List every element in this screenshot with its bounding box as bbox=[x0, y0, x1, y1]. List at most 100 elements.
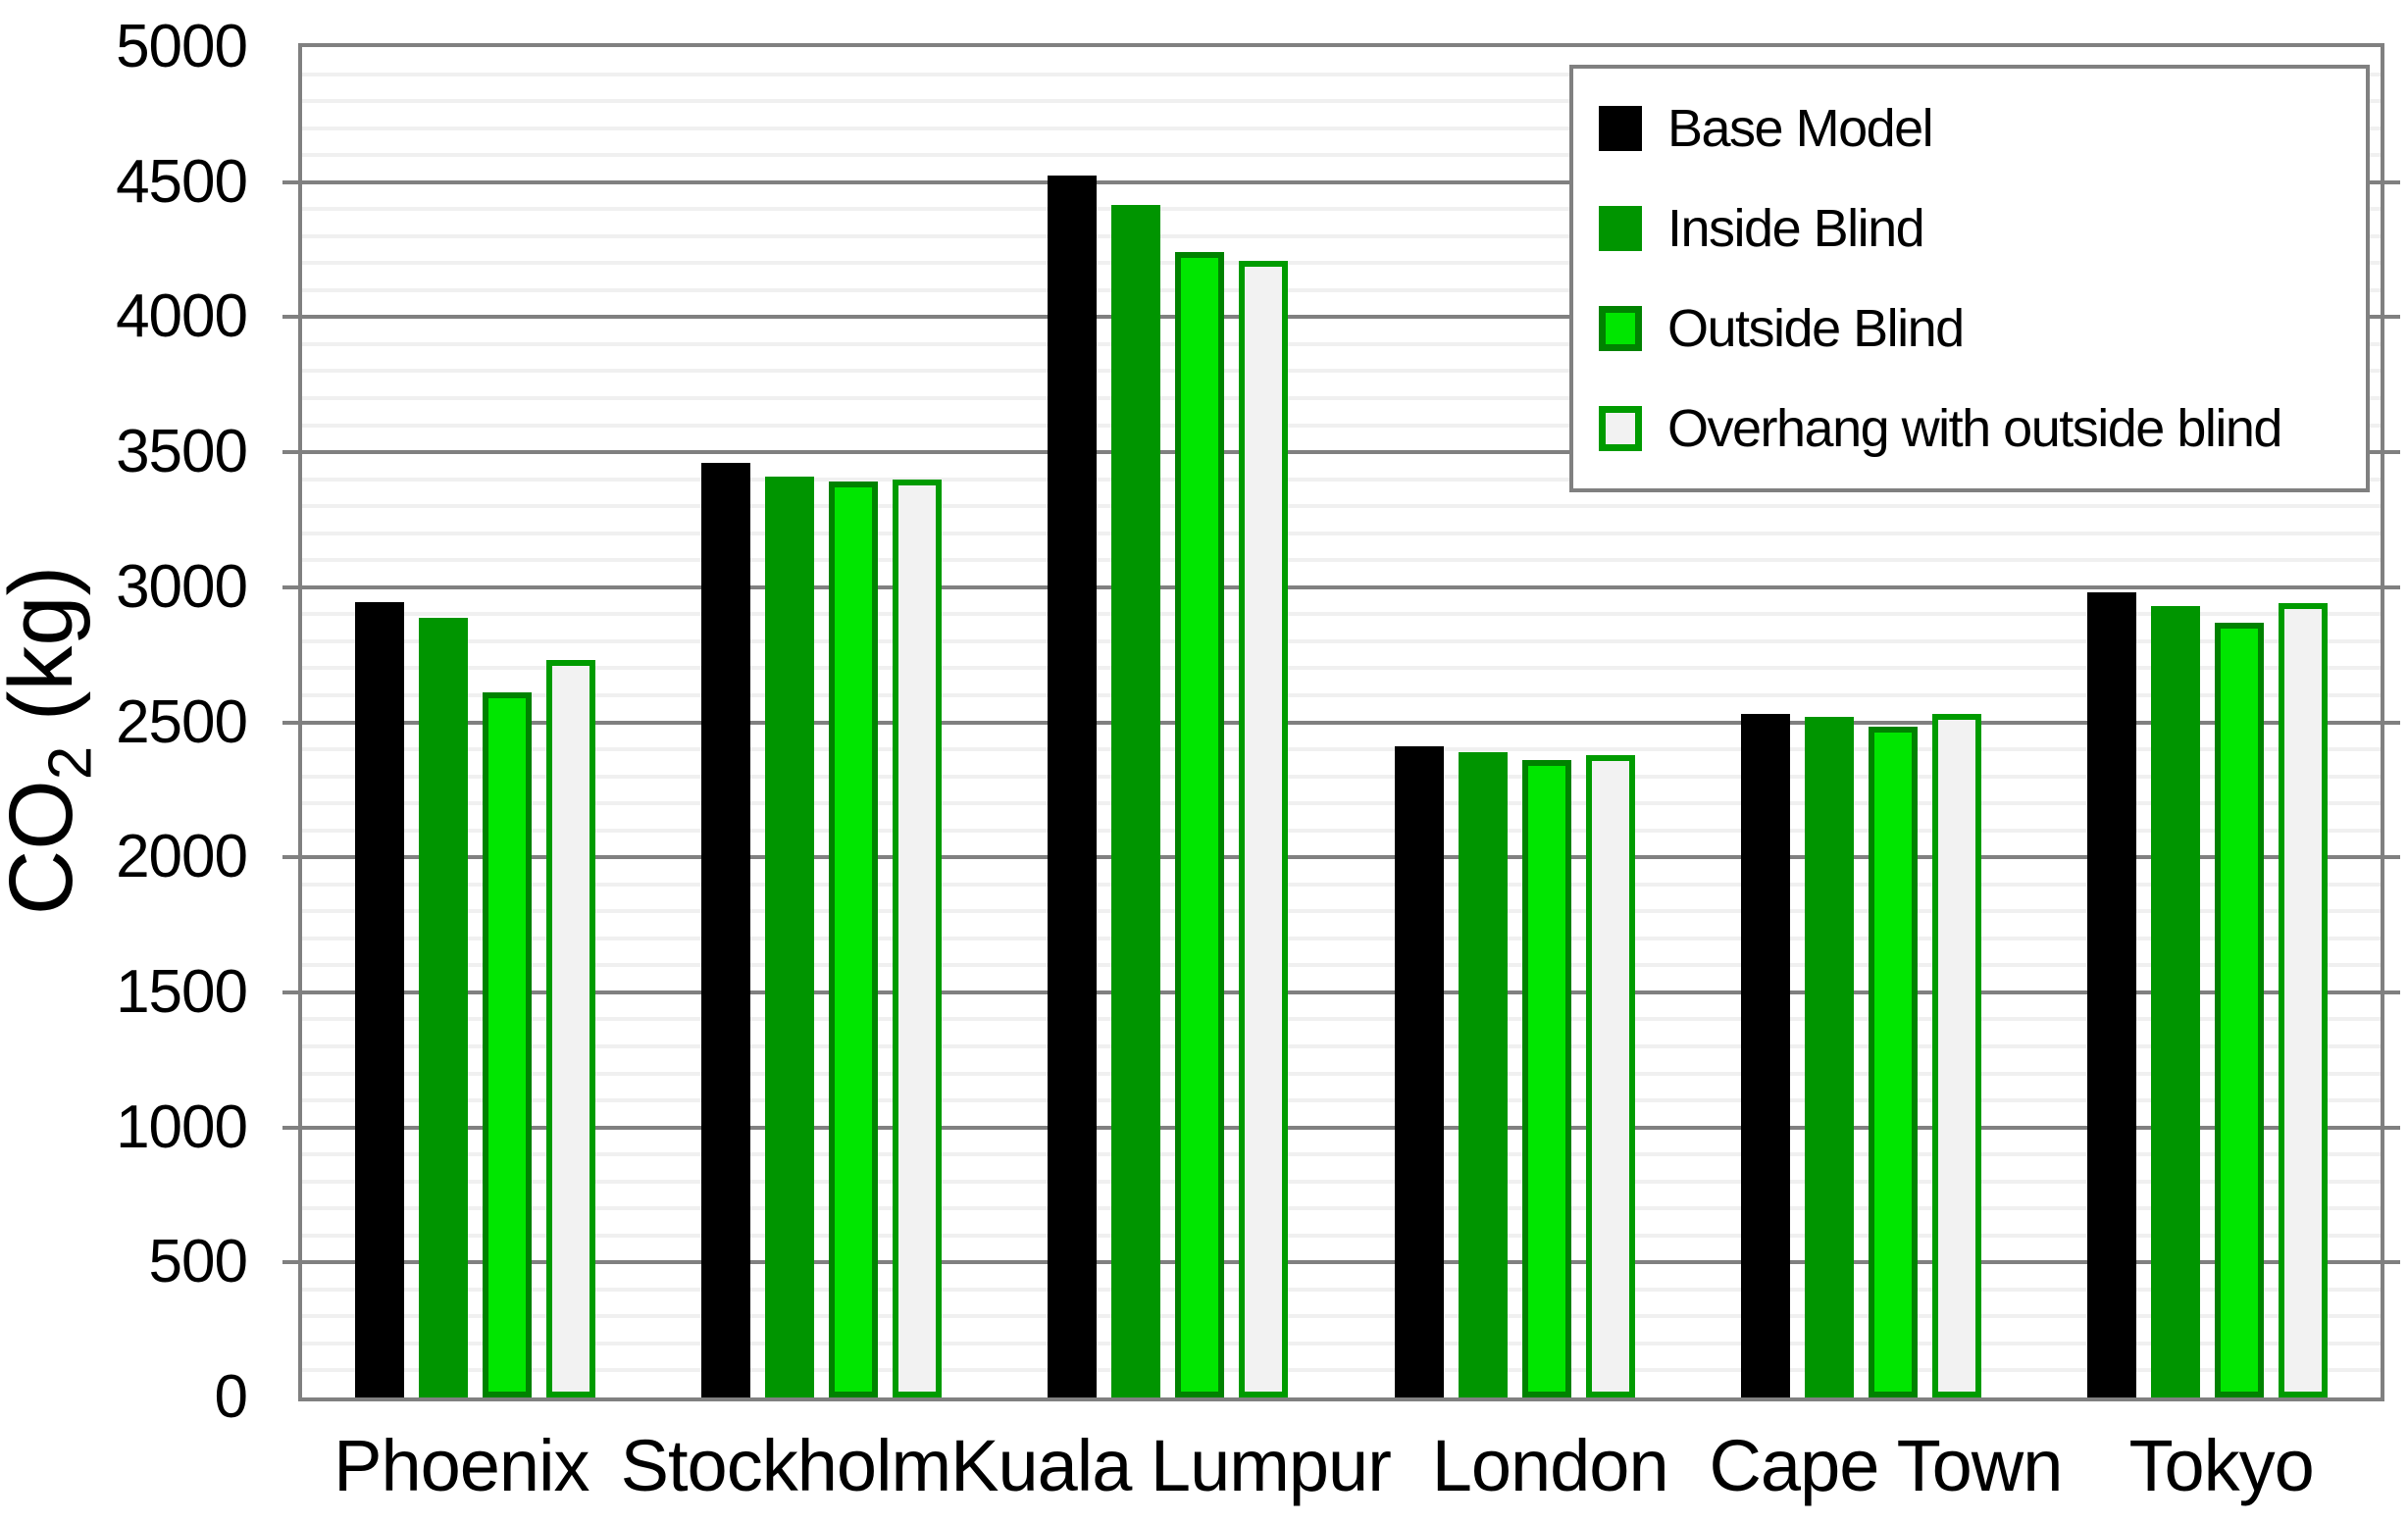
y-axis-tick-right bbox=[2384, 1125, 2400, 1130]
legend-label: Inside Blind bbox=[1667, 199, 1925, 258]
bar-outside-blind-kuala-lumpur bbox=[1175, 252, 1225, 1397]
legend-swatch bbox=[1599, 206, 1642, 251]
gridline-minor bbox=[302, 558, 2381, 563]
bar-base-model-tokyo bbox=[2086, 592, 2136, 1397]
x-axis-category-labels: Phoenix Stockholm Kuala Lumpur London Cape T… bbox=[302, 1424, 2381, 1507]
y-axis-tick-left bbox=[282, 1125, 298, 1130]
category-group-tokyo bbox=[2034, 47, 2381, 1397]
bar-base-model-kuala-lumpur bbox=[1048, 176, 1098, 1397]
gridline-minor bbox=[302, 1368, 2381, 1373]
category-group-london bbox=[1342, 47, 1688, 1397]
gridline-major bbox=[302, 584, 2381, 589]
gridline-minor bbox=[302, 233, 2381, 238]
gridline-minor bbox=[302, 99, 2381, 104]
y-axis-tick-left bbox=[282, 1260, 298, 1265]
gridline-minor bbox=[302, 1233, 2381, 1238]
gridline-minor bbox=[302, 341, 2381, 346]
gridline-minor bbox=[302, 396, 2381, 401]
y-axis-tick-left bbox=[282, 179, 298, 184]
bar-overhang-with-outside-blind-cape-town bbox=[1931, 714, 1981, 1397]
bar-inside-blind-london bbox=[1458, 752, 1508, 1397]
legend-swatch bbox=[1599, 406, 1642, 451]
gridline-minor bbox=[302, 423, 2381, 428]
y-tick-label: 500 bbox=[148, 1228, 248, 1296]
x-category-label: Stockholm bbox=[620, 1425, 951, 1506]
legend-swatch bbox=[1599, 106, 1642, 151]
bar-outside-blind-tokyo bbox=[2214, 623, 2264, 1397]
y-axis-tick-right bbox=[2384, 990, 2400, 994]
bar-inside-blind-cape-town bbox=[1804, 717, 1854, 1397]
gridline-major bbox=[302, 1125, 2381, 1130]
gridline-minor bbox=[302, 774, 2381, 779]
bars-layer bbox=[302, 47, 2381, 1397]
gridline-minor bbox=[302, 828, 2381, 833]
gridline-major bbox=[302, 720, 2381, 725]
y-axis-tick-left bbox=[282, 990, 298, 994]
gridline-minor bbox=[302, 504, 2381, 509]
plot-area: Base Model Inside Blind Outside Blind Overh… bbox=[282, 43, 2400, 1401]
bar-base-model-london bbox=[1394, 746, 1444, 1397]
bar-base-model-stockholm bbox=[701, 463, 751, 1397]
category-group-phoenix bbox=[302, 47, 648, 1397]
gridline-minor bbox=[302, 638, 2381, 643]
gridline-minor bbox=[302, 692, 2381, 697]
gridline-major bbox=[302, 990, 2381, 994]
bar-inside-blind-tokyo bbox=[2150, 606, 2200, 1397]
x-category-label: Tokyo bbox=[2128, 1425, 2315, 1506]
y-tick-label: 3500 bbox=[116, 418, 248, 486]
gridline-minor bbox=[302, 126, 2381, 130]
bar-base-model-cape-town bbox=[1740, 714, 1790, 1397]
gridline-major bbox=[302, 315, 2381, 320]
bar-outside-blind-cape-town bbox=[1868, 727, 1918, 1397]
y-axis-tick-right bbox=[2384, 450, 2400, 455]
y-tick-label: 4000 bbox=[116, 282, 248, 351]
gridline-minor bbox=[302, 1017, 2381, 1022]
gridline-minor bbox=[302, 153, 2381, 158]
gridline-minor bbox=[302, 936, 2381, 940]
y-axis-tick-left bbox=[282, 584, 298, 589]
gridline-minor bbox=[302, 369, 2381, 374]
bar-overhang-with-outside-blind-tokyo bbox=[2278, 603, 2328, 1397]
x-category-label: London bbox=[1431, 1425, 1669, 1506]
gridline-minor bbox=[302, 477, 2381, 482]
gridline-minor bbox=[302, 1287, 2381, 1292]
category-group-cape-town bbox=[1688, 47, 2034, 1397]
gridline-minor bbox=[302, 261, 2381, 266]
gridline-minor bbox=[302, 963, 2381, 968]
bar-overhang-with-outside-blind-kuala-lumpur bbox=[1239, 261, 1289, 1397]
plot-inner: Base Model Inside Blind Outside Blind Overh… bbox=[282, 47, 2400, 1397]
gridline-minor bbox=[302, 666, 2381, 671]
bar-overhang-with-outside-blind-london bbox=[1585, 755, 1635, 1397]
legend-item-overhang-with-outside-blind: Overhang with outside blind bbox=[1599, 398, 2356, 459]
y-axis-tick-right bbox=[2384, 584, 2400, 589]
gridline-major bbox=[302, 1260, 2381, 1265]
legend-label: Base Model bbox=[1667, 99, 1934, 158]
y-tick-label: 1000 bbox=[116, 1092, 248, 1161]
gridline-minor bbox=[302, 1314, 2381, 1319]
gridline-minor bbox=[302, 1152, 2381, 1157]
x-category-label: Phoenix bbox=[333, 1425, 589, 1506]
y-axis-tick-left bbox=[282, 855, 298, 860]
y-axis-tick-right bbox=[2384, 179, 2400, 184]
bar-outside-blind-phoenix bbox=[483, 692, 533, 1397]
category-group-kuala-lumpur bbox=[995, 47, 1341, 1397]
gridline-minor bbox=[302, 747, 2381, 752]
gridline-minor bbox=[302, 287, 2381, 292]
y-tick-label: 5000 bbox=[116, 13, 248, 80]
y-axis-tick-left bbox=[282, 720, 298, 725]
gridline-minor bbox=[302, 207, 2381, 212]
y-axis-tick-right bbox=[2384, 855, 2400, 860]
y-tick-label: 0 bbox=[214, 1363, 248, 1431]
gridline-major bbox=[302, 855, 2381, 860]
legend-item-inside-blind: Inside Blind bbox=[1599, 198, 2356, 259]
gridline-major bbox=[302, 450, 2381, 455]
legend-item-base-model: Base Model bbox=[1599, 98, 2356, 159]
legend-label: Outside Blind bbox=[1667, 299, 1965, 358]
y-axis-tick-left bbox=[282, 315, 298, 320]
gridline-minor bbox=[302, 801, 2381, 806]
legend-label: Overhang with outside blind bbox=[1667, 399, 2282, 458]
y-tick-label: 4500 bbox=[116, 147, 248, 216]
y-axis-tick-right bbox=[2384, 720, 2400, 725]
y-axis-tick-right bbox=[2384, 315, 2400, 320]
